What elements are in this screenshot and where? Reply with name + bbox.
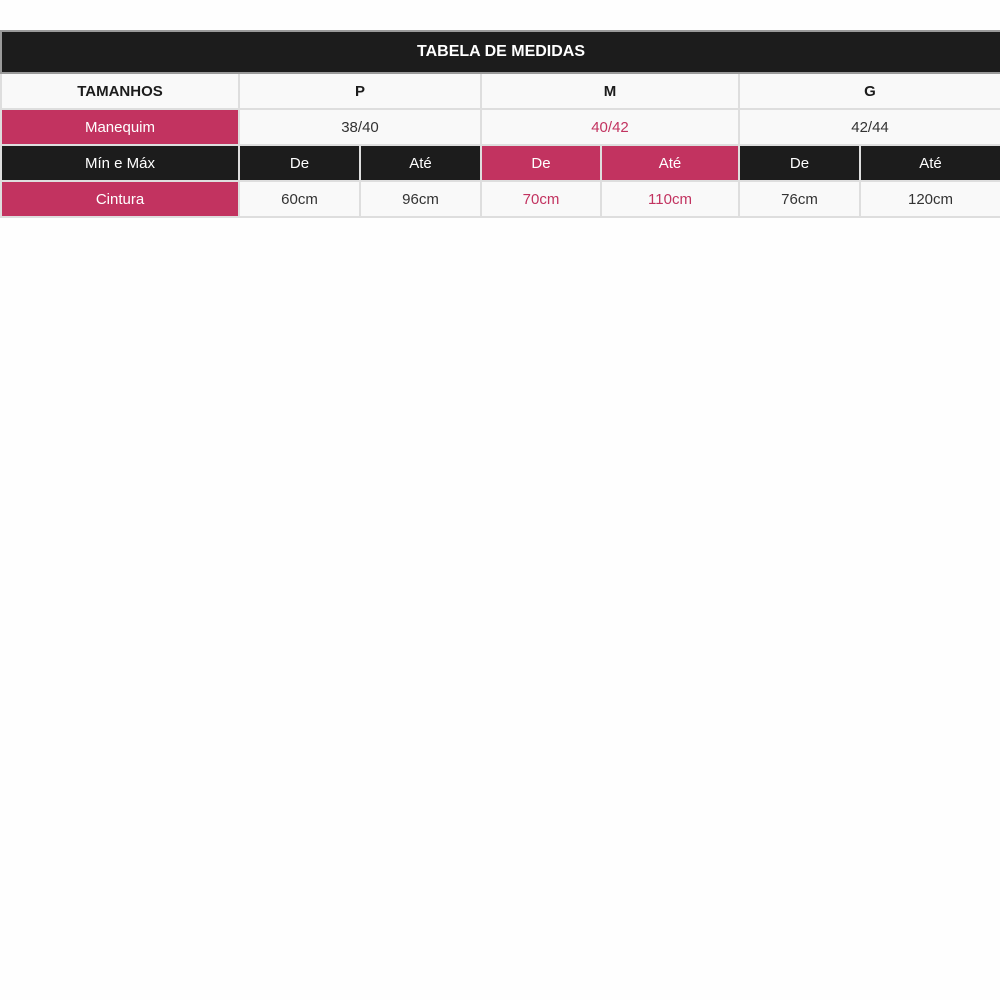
range-header: Até [359,144,482,182]
range-header: Até [858,144,1000,182]
sizes-label: TAMANHOS [0,72,240,110]
size-g: G [737,72,1000,110]
range-label: Mín e Máx [0,144,240,182]
mannequin-row: Manequim 38/40 40/42 42/44 [0,108,1000,146]
range-header: De [480,144,602,182]
waist-value: 76cm [738,180,861,218]
mannequin-label: Manequim [0,108,240,146]
waist-value: 110cm [600,180,740,218]
size-m: M [480,72,740,110]
table-title: TABELA DE MEDIDAS [0,30,1000,74]
range-header: De [238,144,361,182]
waist-value: 70cm [480,180,602,218]
sizes-row: TAMANHOS P M G [0,72,1000,110]
waist-label: Cintura [0,180,240,218]
waist-value: 60cm [238,180,361,218]
waist-value: 96cm [359,180,482,218]
mannequin-g: 42/44 [737,108,1000,146]
size-chart-table: TABELA DE MEDIDAS TAMANHOS P M G Manequi… [0,30,1000,218]
range-header: De [738,144,861,182]
size-p: P [238,72,482,110]
mannequin-m: 40/42 [480,108,740,146]
mannequin-p: 38/40 [238,108,482,146]
range-header: Até [600,144,740,182]
title-row: TABELA DE MEDIDAS [0,30,1000,74]
waist-value: 120cm [858,180,1000,218]
waist-row: Cintura 60cm 96cm 70cm 110cm 76cm 120cm [0,180,1000,218]
range-row: Mín e Máx De Até De Até De Até [0,144,1000,182]
